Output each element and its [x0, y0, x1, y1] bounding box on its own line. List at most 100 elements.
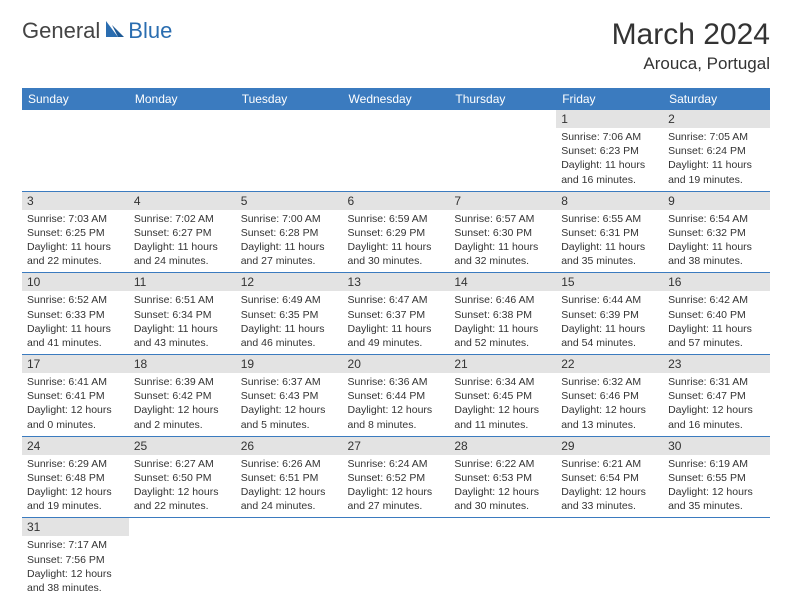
logo-text-blue: Blue	[128, 18, 172, 44]
sunrise-text: Sunrise: 6:49 AM	[241, 293, 338, 307]
calendar-day-cell: 13Sunrise: 6:47 AMSunset: 6:37 PMDayligh…	[343, 273, 450, 355]
weekday-header: Monday	[129, 88, 236, 110]
sunset-text: Sunset: 6:34 PM	[134, 308, 231, 322]
sunset-text: Sunset: 6:41 PM	[27, 389, 124, 403]
sunrise-text: Sunrise: 6:21 AM	[561, 457, 658, 471]
day-data: Sunrise: 6:59 AMSunset: 6:29 PMDaylight:…	[343, 210, 450, 273]
day-number: 13	[343, 273, 450, 291]
calendar-day-cell: 7Sunrise: 6:57 AMSunset: 6:30 PMDaylight…	[449, 191, 556, 273]
day-data: Sunrise: 7:03 AMSunset: 6:25 PMDaylight:…	[22, 210, 129, 273]
day-number: 4	[129, 192, 236, 210]
day-number: 22	[556, 355, 663, 373]
day-data: Sunrise: 6:46 AMSunset: 6:38 PMDaylight:…	[449, 291, 556, 354]
daylight-text: Daylight: 11 hours and 24 minutes.	[134, 240, 231, 268]
sunset-text: Sunset: 6:30 PM	[454, 226, 551, 240]
sunset-text: Sunset: 6:37 PM	[348, 308, 445, 322]
daylight-text: Daylight: 12 hours and 19 minutes.	[27, 485, 124, 513]
day-number: 20	[343, 355, 450, 373]
calendar-day-cell: 17Sunrise: 6:41 AMSunset: 6:41 PMDayligh…	[22, 355, 129, 437]
sunset-text: Sunset: 6:29 PM	[348, 226, 445, 240]
daylight-text: Daylight: 11 hours and 30 minutes.	[348, 240, 445, 268]
weekday-header: Friday	[556, 88, 663, 110]
sunrise-text: Sunrise: 6:55 AM	[561, 212, 658, 226]
sunrise-text: Sunrise: 6:27 AM	[134, 457, 231, 471]
calendar-day-cell: 12Sunrise: 6:49 AMSunset: 6:35 PMDayligh…	[236, 273, 343, 355]
weekday-header-row: Sunday Monday Tuesday Wednesday Thursday…	[22, 88, 770, 110]
daylight-text: Daylight: 12 hours and 13 minutes.	[561, 403, 658, 431]
calendar-day-cell: 28Sunrise: 6:22 AMSunset: 6:53 PMDayligh…	[449, 436, 556, 518]
day-number: 28	[449, 437, 556, 455]
sunset-text: Sunset: 6:55 PM	[668, 471, 765, 485]
day-data: Sunrise: 6:47 AMSunset: 6:37 PMDaylight:…	[343, 291, 450, 354]
day-data: Sunrise: 6:42 AMSunset: 6:40 PMDaylight:…	[663, 291, 770, 354]
daylight-text: Daylight: 11 hours and 57 minutes.	[668, 322, 765, 350]
day-data: Sunrise: 6:19 AMSunset: 6:55 PMDaylight:…	[663, 455, 770, 518]
sunrise-text: Sunrise: 6:34 AM	[454, 375, 551, 389]
day-number: 8	[556, 192, 663, 210]
sunrise-text: Sunrise: 7:03 AM	[27, 212, 124, 226]
daylight-text: Daylight: 11 hours and 35 minutes.	[561, 240, 658, 268]
sunset-text: Sunset: 6:45 PM	[454, 389, 551, 403]
calendar-day-cell: 8Sunrise: 6:55 AMSunset: 6:31 PMDaylight…	[556, 191, 663, 273]
daylight-text: Daylight: 12 hours and 35 minutes.	[668, 485, 765, 513]
sunset-text: Sunset: 6:27 PM	[134, 226, 231, 240]
day-data: Sunrise: 6:37 AMSunset: 6:43 PMDaylight:…	[236, 373, 343, 436]
calendar-day-cell	[449, 518, 556, 599]
daylight-text: Daylight: 12 hours and 8 minutes.	[348, 403, 445, 431]
calendar-day-cell: 9Sunrise: 6:54 AMSunset: 6:32 PMDaylight…	[663, 191, 770, 273]
calendar-day-cell: 29Sunrise: 6:21 AMSunset: 6:54 PMDayligh…	[556, 436, 663, 518]
calendar-day-cell	[663, 518, 770, 599]
day-data: Sunrise: 7:06 AMSunset: 6:23 PMDaylight:…	[556, 128, 663, 191]
sunset-text: Sunset: 6:48 PM	[27, 471, 124, 485]
day-data: Sunrise: 7:02 AMSunset: 6:27 PMDaylight:…	[129, 210, 236, 273]
weekday-header: Tuesday	[236, 88, 343, 110]
daylight-text: Daylight: 11 hours and 19 minutes.	[668, 158, 765, 186]
calendar-table: Sunday Monday Tuesday Wednesday Thursday…	[22, 88, 770, 599]
daylight-text: Daylight: 11 hours and 38 minutes.	[668, 240, 765, 268]
sunrise-text: Sunrise: 6:26 AM	[241, 457, 338, 471]
sunrise-text: Sunrise: 6:46 AM	[454, 293, 551, 307]
day-data: Sunrise: 7:00 AMSunset: 6:28 PMDaylight:…	[236, 210, 343, 273]
day-number: 18	[129, 355, 236, 373]
weekday-header: Thursday	[449, 88, 556, 110]
header: General Blue March 2024 Arouca, Portugal	[22, 18, 770, 74]
day-data: Sunrise: 6:21 AMSunset: 6:54 PMDaylight:…	[556, 455, 663, 518]
sunrise-text: Sunrise: 7:17 AM	[27, 538, 124, 552]
day-number: 23	[663, 355, 770, 373]
day-data: Sunrise: 6:57 AMSunset: 6:30 PMDaylight:…	[449, 210, 556, 273]
sunset-text: Sunset: 6:23 PM	[561, 144, 658, 158]
sunrise-text: Sunrise: 6:47 AM	[348, 293, 445, 307]
day-number: 12	[236, 273, 343, 291]
day-number: 29	[556, 437, 663, 455]
calendar-week-row: 3Sunrise: 7:03 AMSunset: 6:25 PMDaylight…	[22, 191, 770, 273]
day-data: Sunrise: 6:31 AMSunset: 6:47 PMDaylight:…	[663, 373, 770, 436]
day-data: Sunrise: 7:05 AMSunset: 6:24 PMDaylight:…	[663, 128, 770, 191]
day-data: Sunrise: 6:22 AMSunset: 6:53 PMDaylight:…	[449, 455, 556, 518]
sunrise-text: Sunrise: 7:00 AM	[241, 212, 338, 226]
calendar-body: 1Sunrise: 7:06 AMSunset: 6:23 PMDaylight…	[22, 110, 770, 599]
sunrise-text: Sunrise: 6:41 AM	[27, 375, 124, 389]
day-number: 1	[556, 110, 663, 128]
day-number: 2	[663, 110, 770, 128]
day-data: Sunrise: 6:54 AMSunset: 6:32 PMDaylight:…	[663, 210, 770, 273]
day-number: 17	[22, 355, 129, 373]
calendar-week-row: 17 Sunrise: 6:41 AMSunset: 6:41 PM Dayligh…	[22, 355, 770, 437]
daylight-text: Daylight: 11 hours and 43 minutes.	[134, 322, 231, 350]
sunset-text: Sunset: 6:32 PM	[668, 226, 765, 240]
calendar-day-cell	[343, 110, 450, 191]
sunrise-text: Sunrise: 6:52 AM	[27, 293, 124, 307]
day-number: 31	[22, 518, 129, 536]
sunrise-text: Sunrise: 6:39 AM	[134, 375, 231, 389]
daylight-text: Daylight: 12 hours and 24 minutes.	[241, 485, 338, 513]
calendar-day-cell: 26Sunrise: 6:26 AMSunset: 6:51 PMDayligh…	[236, 436, 343, 518]
calendar-day-cell: 5Sunrise: 7:00 AMSunset: 6:28 PMDaylight…	[236, 191, 343, 273]
sunset-text: Sunset: 6:39 PM	[561, 308, 658, 322]
sunrise-text: Sunrise: 7:05 AM	[668, 130, 765, 144]
month-title: March 2024	[612, 18, 770, 52]
daylight-text: Daylight: 12 hours and 5 minutes.	[241, 403, 338, 431]
day-number: 6	[343, 192, 450, 210]
day-data: Sunrise: 6:27 AMSunset: 6:50 PMDaylight:…	[129, 455, 236, 518]
calendar-day-cell	[449, 110, 556, 191]
calendar-day-cell: 23Sunrise: 6:31 AMSunset: 6:47 PMDayligh…	[663, 355, 770, 437]
sunrise-text: Sunrise: 6:29 AM	[27, 457, 124, 471]
